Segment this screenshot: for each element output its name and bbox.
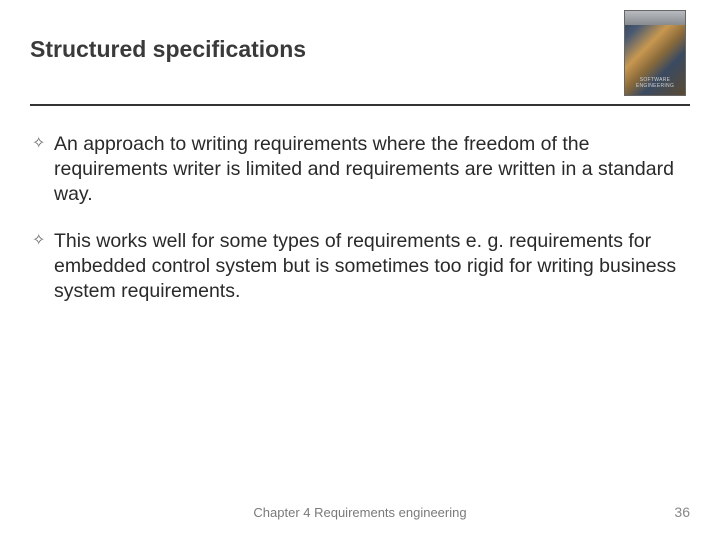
slide-content: ✧ An approach to writing requirements wh… — [32, 132, 680, 326]
slide-header: Structured specifications — [30, 36, 690, 63]
book-cover-label: SOFTWARE ENGINEERING — [627, 77, 683, 89]
bullet-item: ✧ This works well for some types of requ… — [32, 229, 680, 304]
book-cover-image: SOFTWARE ENGINEERING — [624, 10, 686, 96]
bullet-marker-icon: ✧ — [32, 132, 52, 207]
book-cover-top — [625, 11, 685, 25]
slide-title: Structured specifications — [30, 36, 690, 63]
bullet-text: This works well for some types of requir… — [52, 229, 680, 304]
bullet-marker-icon: ✧ — [32, 229, 52, 304]
bullet-text: An approach to writing requirements wher… — [52, 132, 680, 207]
horizontal-rule — [30, 104, 690, 106]
slide: Structured specifications SOFTWARE ENGIN… — [0, 0, 720, 540]
footer-text: Chapter 4 Requirements engineering — [0, 505, 720, 520]
bullet-item: ✧ An approach to writing requirements wh… — [32, 132, 680, 207]
page-number: 36 — [674, 504, 690, 520]
